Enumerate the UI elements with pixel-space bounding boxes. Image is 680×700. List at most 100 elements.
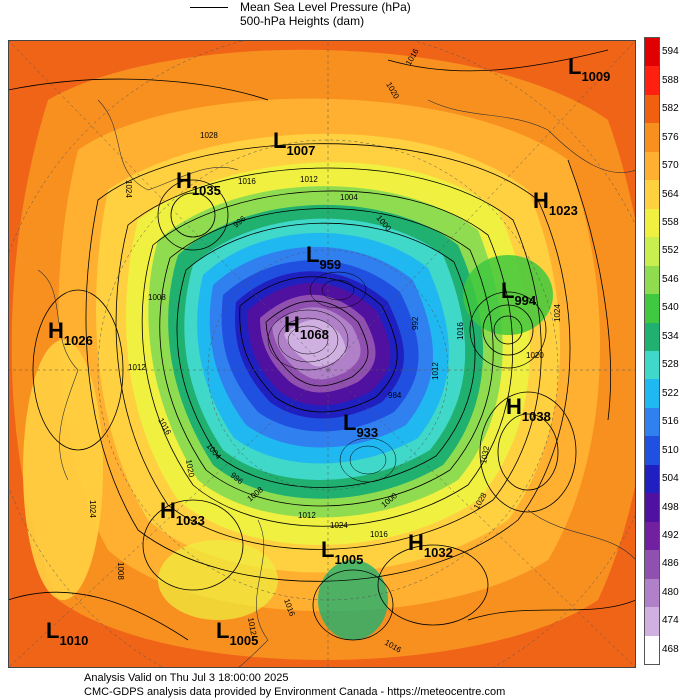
isobar-label: 1024 bbox=[553, 304, 562, 322]
colorbar-label: 510 bbox=[662, 444, 679, 456]
colorbar-segment bbox=[645, 123, 659, 153]
colorbar-segment bbox=[645, 237, 659, 267]
center-type-letter: H bbox=[506, 394, 522, 419]
isobar-label: 984 bbox=[388, 391, 402, 400]
center-pressure-value: 959 bbox=[319, 257, 341, 272]
center-pressure-value: 1010 bbox=[59, 633, 88, 648]
center-type-letter: H bbox=[48, 318, 64, 343]
colorbar-label: 552 bbox=[662, 245, 679, 257]
map-frame bbox=[8, 40, 636, 668]
center-pressure-value: 1007 bbox=[286, 143, 315, 158]
center-pressure-value: 1035 bbox=[192, 183, 221, 198]
low-pressure-center: L1007 bbox=[273, 128, 315, 158]
colorbar-label: 528 bbox=[662, 359, 679, 371]
legend-line-swatch bbox=[190, 7, 228, 8]
isobar-label: 1012 bbox=[128, 363, 146, 372]
colorbar-segment bbox=[645, 436, 659, 466]
isobar-label: 1012 bbox=[298, 511, 316, 520]
center-pressure-value: 1026 bbox=[64, 333, 93, 348]
legend-row-mslp: Mean Sea Level Pressure (hPa) bbox=[190, 0, 490, 14]
colorbar-segment bbox=[645, 322, 659, 352]
colorbar-segment bbox=[645, 351, 659, 380]
colorbar-label: 516 bbox=[662, 416, 679, 428]
colorbar-label: 468 bbox=[662, 643, 679, 655]
low-pressure-center: L1005 bbox=[216, 618, 258, 648]
high-pressure-center: H1038 bbox=[506, 394, 551, 424]
colorbar-label: 492 bbox=[662, 529, 679, 541]
center-type-letter: L bbox=[501, 278, 514, 303]
legend-heights-text: 500-hPa Heights (dam) bbox=[240, 14, 365, 28]
colorbar-label: 480 bbox=[662, 586, 679, 598]
center-pressure-value: 1068 bbox=[300, 327, 329, 342]
colorbar-segment bbox=[645, 550, 659, 580]
low-pressure-center: L1010 bbox=[46, 618, 88, 648]
colorbar-label: 570 bbox=[662, 160, 679, 172]
center-type-letter: H bbox=[533, 188, 549, 213]
colorbar-label: 558 bbox=[662, 216, 679, 228]
high-pressure-center: H1033 bbox=[160, 498, 205, 528]
high-pressure-center: H1026 bbox=[48, 318, 93, 348]
center-type-letter: L bbox=[321, 537, 334, 562]
colorbar-segment bbox=[645, 180, 659, 210]
colorbar-label: 522 bbox=[662, 387, 679, 399]
low-pressure-center: L933 bbox=[343, 410, 378, 440]
center-pressure-value: 1023 bbox=[549, 203, 578, 218]
high-pressure-center: H1023 bbox=[533, 188, 578, 218]
isobar-label: 1004 bbox=[340, 193, 358, 202]
center-type-letter: H bbox=[160, 498, 176, 523]
colorbar-segment bbox=[645, 38, 659, 67]
center-pressure-value: 1032 bbox=[424, 545, 453, 560]
colorbar-segment bbox=[645, 265, 659, 295]
center-type-letter: L bbox=[306, 242, 319, 267]
isobar-label: 1024 bbox=[88, 500, 97, 518]
colorbar-segment bbox=[645, 521, 659, 551]
center-pressure-value: 933 bbox=[356, 425, 378, 440]
isobar-label: 1012 bbox=[431, 362, 440, 380]
colorbar-label: 534 bbox=[662, 330, 679, 342]
low-pressure-center: L959 bbox=[306, 242, 341, 272]
colorbar-segment bbox=[645, 208, 659, 238]
colorbar-label: 582 bbox=[662, 103, 679, 115]
center-pressure-value: 1033 bbox=[176, 513, 205, 528]
isobar-label: 1032 bbox=[479, 445, 491, 465]
colorbar-segment bbox=[645, 578, 659, 608]
polar-contour-layer bbox=[267, 271, 397, 483]
center-type-letter: L bbox=[46, 618, 59, 643]
isobar-label: 1016 bbox=[238, 177, 256, 186]
center-type-letter: L bbox=[273, 128, 286, 153]
height-colorbar bbox=[644, 37, 660, 665]
graticule-layer bbox=[8, 40, 636, 668]
center-type-letter: H bbox=[176, 168, 192, 193]
center-type-letter: H bbox=[408, 530, 424, 555]
colorbar-segment bbox=[645, 464, 659, 494]
isobar-label: 1016 bbox=[456, 322, 465, 340]
colorbar-segment bbox=[645, 66, 659, 96]
center-pressure-value: 1005 bbox=[334, 552, 363, 567]
legend-mslp-text: Mean Sea Level Pressure (hPa) bbox=[240, 0, 411, 14]
center-type-letter: L bbox=[343, 410, 356, 435]
colorbar-segment bbox=[645, 94, 659, 124]
center-pressure-value: 1038 bbox=[522, 409, 551, 424]
colorbar-label: 564 bbox=[662, 188, 679, 200]
coastline-layer bbox=[37, 99, 636, 668]
colorbar-label: 504 bbox=[662, 473, 679, 485]
isobar-label: 1028 bbox=[200, 131, 218, 140]
colorbar-segment bbox=[645, 151, 659, 181]
center-type-letter: L bbox=[568, 54, 581, 79]
isobar-label: 1008 bbox=[116, 562, 125, 580]
map-legend: Mean Sea Level Pressure (hPa) 500-hPa He… bbox=[190, 0, 490, 30]
isobar-label: 1024 bbox=[330, 521, 348, 530]
data-credit-text: CMC-GDPS analysis data provided by Envir… bbox=[84, 686, 506, 698]
isobar-label: 1020 bbox=[526, 351, 544, 360]
high-pressure-center: H1032 bbox=[408, 530, 453, 560]
colorbar-label: 576 bbox=[662, 131, 679, 143]
center-type-letter: H bbox=[284, 312, 300, 337]
isobar-label: 1012 bbox=[300, 175, 318, 184]
center-pressure-value: 994 bbox=[514, 293, 536, 308]
colorbar-segment bbox=[645, 294, 659, 324]
center-pressure-value: 1005 bbox=[229, 633, 258, 648]
isobar-label: 1008 bbox=[148, 293, 166, 302]
colorbar-segment bbox=[645, 493, 659, 523]
colorbar-label: 486 bbox=[662, 558, 679, 570]
